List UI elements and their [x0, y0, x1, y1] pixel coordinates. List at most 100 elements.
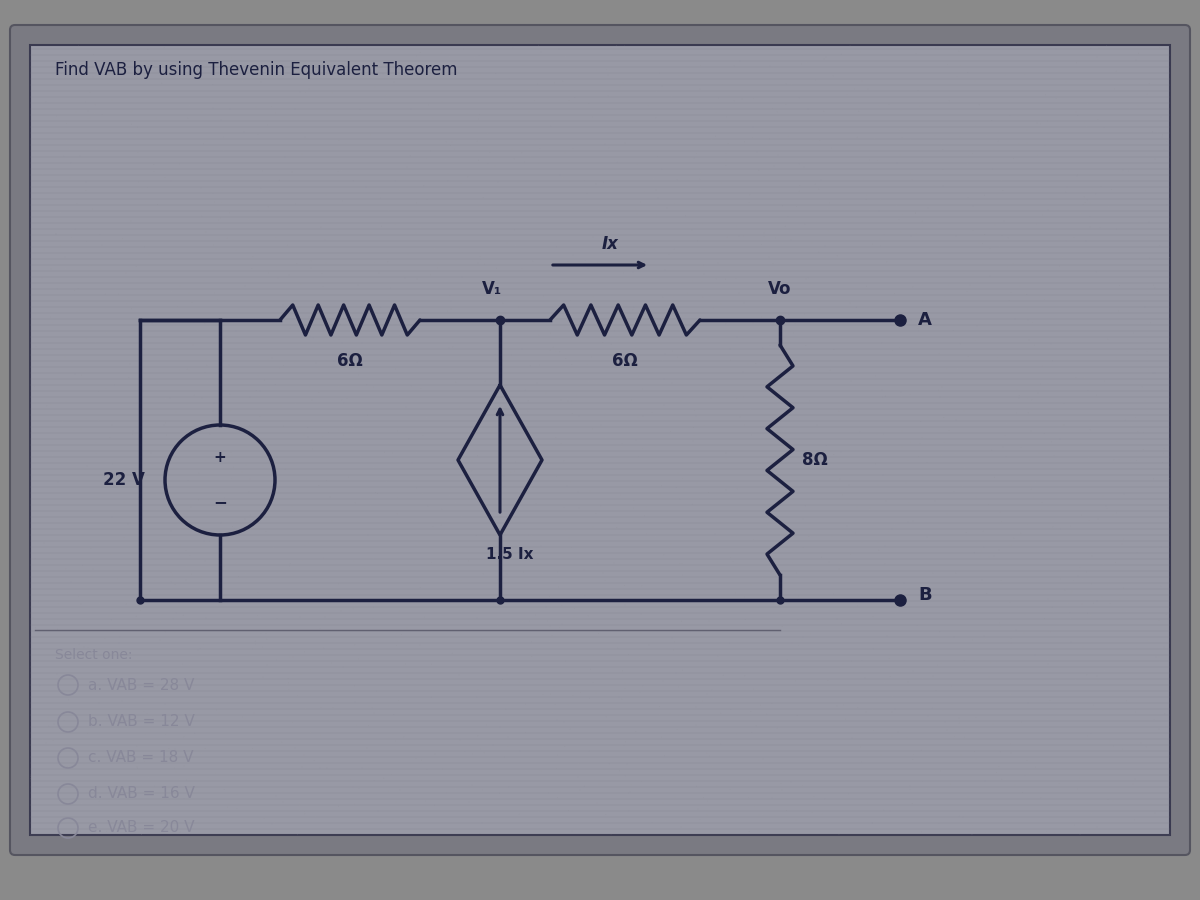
Point [1144, 278, 1163, 293]
Point [1020, 453, 1039, 467]
Point [944, 484, 964, 499]
Point [1013, 786, 1032, 800]
Point [22, 684, 41, 698]
Point [899, 495, 918, 509]
Point [938, 392, 958, 406]
Point [694, 217, 713, 231]
Point [648, 191, 667, 205]
Point [337, 582, 356, 597]
Point [748, 533, 767, 547]
Point [670, 492, 689, 507]
Point [221, 403, 240, 418]
Point [1141, 316, 1160, 330]
Point [498, 209, 517, 223]
Point [176, 773, 196, 788]
Point [170, 157, 190, 171]
Point [470, 826, 490, 841]
Point [245, 58, 264, 72]
Point [589, 626, 608, 641]
Point [1086, 186, 1105, 201]
Point [43, 734, 62, 748]
Point [140, 584, 160, 598]
Point [475, 745, 494, 760]
Point [121, 823, 140, 837]
Point [120, 519, 139, 534]
Point [49, 597, 68, 611]
Point [764, 158, 784, 173]
Point [719, 88, 738, 103]
Point [725, 418, 744, 433]
Point [128, 518, 148, 532]
Point [962, 827, 982, 842]
Point [100, 609, 119, 624]
Point [1064, 66, 1084, 80]
Point [665, 196, 684, 211]
Point [314, 680, 334, 695]
Point [698, 794, 718, 808]
Point [44, 717, 64, 732]
Point [353, 434, 372, 448]
Point [1038, 657, 1057, 671]
Point [383, 812, 402, 826]
Point [125, 45, 144, 59]
Point [838, 293, 857, 308]
Point [607, 155, 626, 169]
Point [589, 400, 608, 415]
Point [965, 744, 984, 759]
Point [270, 361, 289, 375]
Point [908, 321, 928, 336]
Point [334, 660, 353, 674]
Point [316, 233, 335, 248]
Point [542, 628, 562, 643]
Point [235, 566, 254, 580]
Point [604, 123, 623, 138]
Point [839, 496, 858, 510]
Point [533, 688, 552, 702]
Point [653, 769, 672, 783]
Point [706, 276, 725, 291]
Point [184, 338, 203, 353]
Point [373, 67, 392, 81]
Point [185, 630, 204, 644]
Point [1139, 221, 1158, 236]
Point [860, 202, 880, 217]
Point [746, 718, 766, 733]
Point [286, 102, 305, 116]
Point [870, 203, 889, 218]
Point [68, 281, 88, 295]
Point [882, 729, 901, 743]
Point [901, 132, 920, 147]
Point [469, 346, 488, 361]
Point [451, 573, 470, 588]
Point [386, 626, 406, 641]
Point [1007, 382, 1026, 397]
Point [324, 700, 343, 715]
Point [776, 803, 796, 817]
Point [124, 714, 143, 728]
Point [198, 481, 217, 495]
Point [1015, 607, 1034, 621]
Point [50, 238, 70, 253]
Point [918, 155, 937, 169]
Point [798, 616, 817, 631]
Point [205, 286, 224, 301]
Point [703, 760, 722, 774]
Point [34, 769, 53, 783]
Point [857, 186, 876, 201]
Point [712, 562, 731, 576]
Point [996, 428, 1015, 443]
Point [402, 379, 421, 393]
Point [949, 313, 968, 328]
Point [290, 796, 310, 810]
Point [760, 826, 779, 841]
Point [778, 484, 797, 499]
Point [25, 379, 44, 393]
Point [66, 222, 85, 237]
Point [991, 619, 1010, 634]
Point [425, 798, 444, 813]
Point [685, 403, 704, 418]
Point [191, 641, 210, 655]
Point [1078, 606, 1097, 620]
Point [605, 225, 624, 239]
Point [902, 173, 922, 187]
